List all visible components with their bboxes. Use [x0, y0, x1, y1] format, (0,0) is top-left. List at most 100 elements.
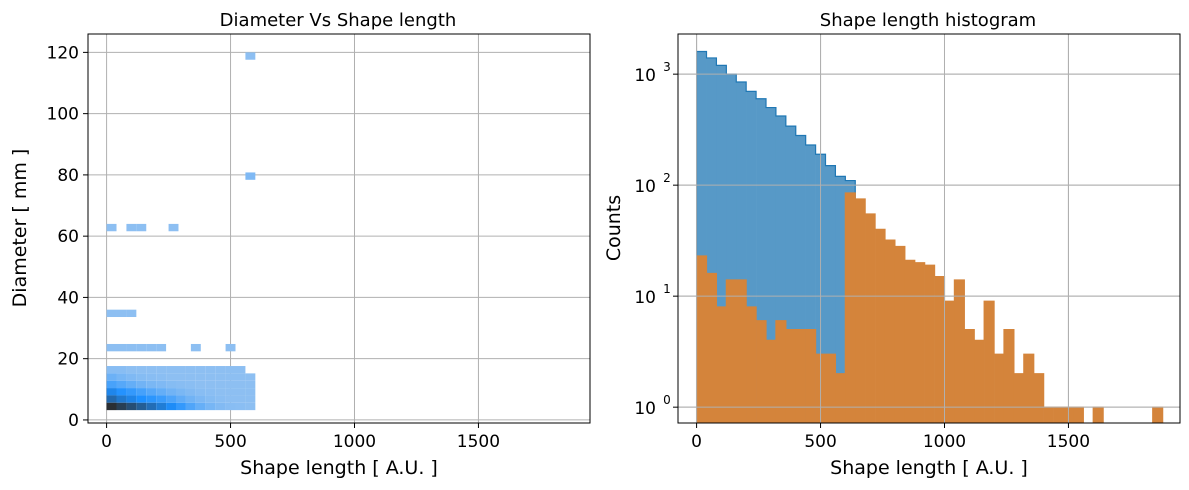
histogram-bar-series-2 — [1003, 329, 1015, 423]
histogram-bar-series-2 — [736, 279, 747, 423]
heatmap-cell — [116, 373, 127, 381]
heatmap-cell — [245, 402, 256, 411]
heatmap-cell — [215, 388, 226, 396]
histogram-bar-series-2 — [964, 329, 975, 423]
right-y-tick-exponent: 3 — [663, 60, 671, 74]
histogram-bar-series-2 — [696, 256, 707, 423]
heatmap-cell — [146, 395, 157, 403]
heatmap-cell — [146, 388, 157, 396]
heatmap-cell — [156, 343, 167, 352]
heatmap-cell — [245, 395, 256, 403]
heatmap-cell — [205, 380, 216, 389]
right-x-axis-label: Shape length [ A.U. ] — [830, 457, 1028, 479]
histogram-bar-series-2 — [984, 301, 995, 423]
heatmap-cell — [106, 309, 117, 318]
heatmap-cell — [146, 402, 157, 411]
heatmap-cell — [166, 373, 177, 381]
heatmap-cell — [136, 395, 147, 403]
heatmap-cell — [225, 395, 236, 403]
right-y-tick-label: 10 — [634, 399, 656, 419]
heatmap-cell — [116, 395, 127, 403]
left-x-tick-label: 0 — [101, 432, 112, 452]
heatmap-cell — [245, 373, 256, 381]
heatmap-cell — [176, 395, 186, 403]
histogram-bar-series-2 — [795, 329, 806, 423]
heatmap-cell — [235, 373, 246, 381]
histogram-bar-series-2 — [934, 276, 945, 423]
heatmap-cell — [185, 395, 196, 403]
heatmap-cell — [126, 366, 137, 374]
histogram-bar-series-2 — [974, 340, 985, 423]
heatmap-cell — [176, 373, 186, 381]
histogram-bar-series-2 — [805, 329, 816, 423]
histogram-bar-series-2 — [875, 229, 886, 423]
heatmap-cell — [235, 366, 246, 374]
heatmap-cell — [166, 395, 177, 403]
histogram-bar-series-1 — [746, 91, 757, 424]
right-x-ticks: 0 500 1000 1500 — [691, 423, 1090, 452]
histogram-bar-series-1 — [805, 145, 816, 423]
histogram-bar-series-2 — [1013, 373, 1025, 423]
right-panel: Shape length histogram 0 500 1000 1500 10 01… — [603, 10, 1181, 479]
heatmap-cell — [245, 172, 256, 180]
heatmap-cell — [156, 395, 167, 403]
heatmap-cell — [126, 402, 137, 411]
heatmap-cell — [166, 380, 177, 389]
heatmap-cell — [146, 366, 157, 374]
heatmap-cell — [156, 366, 167, 374]
heatmap-cell — [225, 343, 236, 352]
heatmap-cell — [106, 402, 117, 411]
heatmap-cell — [215, 373, 226, 381]
right-x-tick-label: 1000 — [923, 432, 966, 452]
histogram-bar-series-1 — [775, 115, 787, 424]
heatmap-cell — [176, 388, 186, 396]
histogram-bar-series-2 — [756, 320, 767, 423]
histogram-bar-series-1 — [766, 107, 777, 423]
heatmap-cell — [116, 388, 127, 396]
heatmap-cell — [146, 380, 157, 389]
heatmap-cell — [126, 388, 137, 396]
heatmap-cell — [106, 380, 117, 389]
left-y-ticks: 0 20 40 60 80 100 120 — [47, 43, 88, 431]
histogram-bar-series-2 — [825, 354, 836, 423]
heatmap-cell — [116, 380, 127, 389]
heatmap-cell — [195, 402, 206, 411]
histogram-bar-series-2 — [914, 262, 925, 423]
left-panel: Diameter Vs Shape length 0 500 1000 1500 0 2… — [9, 10, 591, 479]
heatmap-cell — [146, 373, 157, 381]
heatmap-cell — [116, 343, 127, 352]
right-grid-overlay — [678, 34, 1180, 423]
heatmap-cell — [195, 388, 206, 396]
heatmap-cell — [136, 402, 147, 411]
histogram-bar-series-2 — [1023, 354, 1035, 423]
left-y-tick-label: 80 — [57, 166, 79, 186]
histogram-bar-series-1 — [785, 126, 797, 424]
histogram-bar-series-2 — [775, 320, 787, 423]
left-y-tick-label: 20 — [57, 350, 79, 370]
right-y-tick-label: 10 — [634, 177, 656, 197]
heatmap-cell — [195, 395, 206, 403]
heatmap-cells — [106, 52, 256, 411]
histogram-bar-series-2 — [1093, 407, 1104, 423]
heatmap-cell — [116, 366, 127, 374]
heatmap-cell — [106, 343, 117, 352]
histogram-bar-series-1 — [706, 57, 717, 424]
histogram-bar-series-2 — [706, 273, 717, 423]
histogram-bar-series-2 — [894, 246, 906, 423]
left-y-tick-label: 40 — [57, 288, 79, 308]
heatmap-cell — [185, 388, 196, 396]
histogram-bar-series-2 — [726, 279, 737, 423]
histogram-bar-series-1 — [736, 81, 747, 423]
right-chart-title: Shape length histogram — [820, 10, 1036, 31]
histogram-bar-series-2 — [924, 265, 935, 423]
heatmap-cell — [136, 380, 147, 389]
heatmap-cell — [235, 388, 246, 396]
heatmap-cell — [185, 380, 196, 389]
heatmap-cell — [185, 402, 196, 411]
histogram-bar-series-1 — [835, 176, 846, 423]
heatmap-cell — [225, 373, 236, 381]
heatmap-cell — [225, 380, 236, 389]
right-y-tick-exponent: 0 — [663, 393, 671, 407]
heatmap-cell — [126, 223, 137, 232]
heatmap-cell — [166, 402, 177, 411]
